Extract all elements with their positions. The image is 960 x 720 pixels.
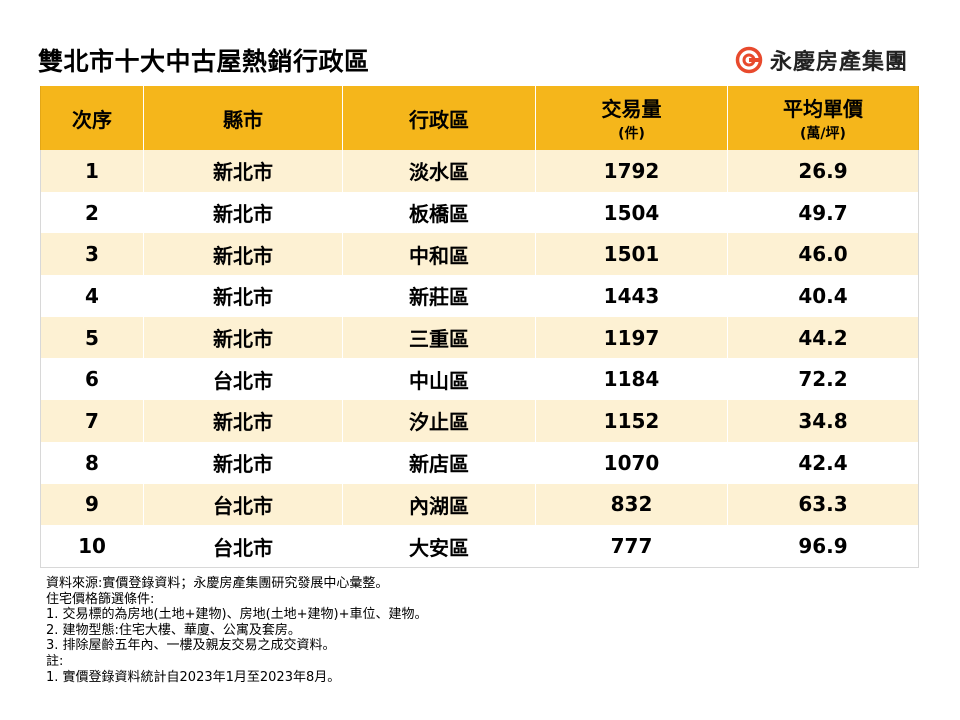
cell-avg-price: 63.3	[727, 483, 919, 526]
table-row: 9 台北市 內湖區 832 63.3	[40, 483, 919, 526]
cell-city: 台北市	[143, 525, 343, 568]
table-row: 8 新北市 新店區 1070 42.4	[40, 441, 919, 484]
cell-district: 淡水區	[342, 150, 536, 192]
cell-district: 新莊區	[342, 275, 536, 317]
cell-volume: 1152	[535, 400, 728, 442]
cell-avg-price: 72.2	[727, 358, 919, 401]
table-header-row: 次序 縣市 行政區 交易量 (件) 平均單價 (萬/坪)	[40, 86, 919, 150]
table-row: 6 台北市 中山區 1184 72.2	[40, 358, 919, 401]
cell-rank: 9	[40, 483, 144, 526]
cell-volume: 1792	[535, 150, 728, 192]
cell-avg-price: 44.2	[727, 316, 919, 359]
cell-avg-price: 26.9	[727, 150, 919, 192]
header-district: 行政區	[342, 86, 536, 150]
cell-rank: 4	[40, 275, 144, 317]
cell-city: 新北市	[143, 441, 343, 484]
cell-volume: 832	[535, 483, 728, 526]
note-remark-heading: 註:	[46, 653, 64, 669]
cell-rank: 6	[40, 358, 144, 401]
cell-volume: 777	[535, 525, 728, 568]
cell-city: 台北市	[143, 483, 343, 526]
header-volume: 交易量 (件)	[535, 86, 728, 150]
yungching-logo-icon	[735, 46, 763, 74]
cell-avg-price: 40.4	[727, 275, 919, 317]
cell-district: 板橋區	[342, 191, 536, 234]
header-rank: 次序	[40, 86, 144, 150]
cell-rank: 2	[40, 191, 144, 234]
cell-city: 新北市	[143, 150, 343, 192]
cell-volume: 1504	[535, 191, 728, 234]
table-row: 4 新北市 新莊區 1443 40.4	[40, 275, 919, 317]
cell-volume: 1443	[535, 275, 728, 317]
cell-district: 汐止區	[342, 400, 536, 442]
cell-rank: 3	[40, 233, 144, 276]
cell-avg-price: 34.8	[727, 400, 919, 442]
table-row: 1 新北市 淡水區 1792 26.9	[40, 150, 919, 192]
brand: 永慶房產集團	[734, 44, 908, 76]
table-row: 10 台北市 大安區 777 96.9	[40, 525, 919, 568]
cell-rank: 10	[40, 525, 144, 568]
header-avg-price: 平均單價 (萬/坪)	[727, 86, 919, 150]
cell-district: 內湖區	[342, 483, 536, 526]
table-row: 3 新北市 中和區 1501 46.0	[40, 233, 919, 276]
table-row: 7 新北市 汐止區 1152 34.8	[40, 400, 919, 442]
cell-avg-price: 49.7	[727, 191, 919, 234]
cell-volume: 1070	[535, 441, 728, 484]
note-source: 資料來源:實價登錄資料；永慶房產集團研究發展中心彙整。	[46, 576, 389, 591]
cell-rank: 7	[40, 400, 144, 442]
cell-volume: 1184	[535, 358, 728, 401]
cell-city: 新北市	[143, 191, 343, 234]
cell-rank: 8	[40, 441, 144, 484]
brand-name: 永慶房產集團	[770, 50, 909, 75]
cell-rank: 5	[40, 316, 144, 359]
header-avg-price-unit: (萬/坪)	[800, 126, 846, 142]
cell-district: 大安區	[342, 525, 536, 568]
cell-district: 中山區	[342, 358, 536, 401]
note-criteria-1: 1. 交易標的為房地(土地+建物)、房地(土地+建物)+車位、建物。	[46, 607, 428, 623]
cell-city: 台北市	[143, 358, 343, 401]
note-remark-1: 1. 實價登錄資料統計自2023年1月至2023年8月。	[46, 669, 341, 685]
cell-city: 新北市	[143, 233, 343, 276]
cell-volume: 1501	[535, 233, 728, 276]
cell-avg-price: 96.9	[727, 525, 919, 568]
header-volume-unit: (件)	[618, 126, 645, 142]
ranking-table: 次序 縣市 行政區 交易量 (件) 平均單價 (萬/坪) 1 新北市 淡水區 179…	[40, 86, 919, 568]
table-row: 5 新北市 三重區 1197 44.2	[40, 316, 919, 359]
note-criteria-2: 2. 建物型態:住宅大樓、華廈、公寓及套房。	[46, 622, 301, 638]
cell-volume: 1197	[535, 316, 728, 359]
header-city: 縣市	[143, 86, 343, 150]
cell-city: 新北市	[143, 400, 343, 442]
cell-avg-price: 46.0	[727, 233, 919, 276]
note-criteria-3: 3. 排除屋齡五年內、一樓及親友交易之成交資料。	[46, 638, 336, 654]
table-row: 2 新北市 板橋區 1504 49.7	[40, 191, 919, 234]
page-title: 雙北市十大中古屋熱銷行政區	[38, 47, 370, 76]
cell-city: 新北市	[143, 275, 343, 317]
cell-avg-price: 42.4	[727, 441, 919, 484]
footnotes: 資料來源:實價登錄資料；永慶房產集團研究發展中心彙整。 住宅價格篩選條件: 1.…	[46, 576, 428, 685]
cell-district: 中和區	[342, 233, 536, 276]
cell-rank: 1	[40, 150, 144, 192]
cell-district: 新店區	[342, 441, 536, 484]
cell-city: 新北市	[143, 316, 343, 359]
cell-district: 三重區	[342, 316, 536, 359]
note-criteria-heading: 住宅價格篩選條件:	[46, 591, 155, 607]
